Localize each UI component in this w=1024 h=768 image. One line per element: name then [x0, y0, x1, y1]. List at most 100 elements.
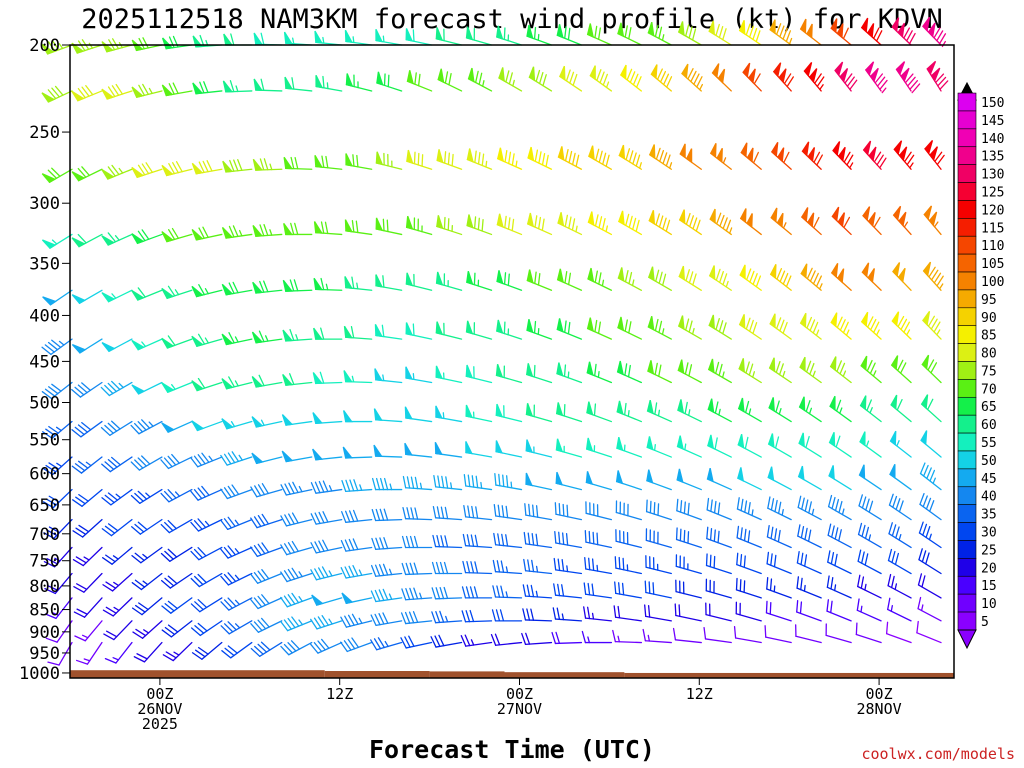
- barb-full: [625, 148, 631, 161]
- barb-full: [531, 559, 535, 573]
- wind-barb: [400, 611, 433, 625]
- barb-full: [321, 155, 325, 169]
- barb-full: [137, 164, 146, 176]
- barb-full: [658, 271, 663, 284]
- wind-barb: [771, 142, 792, 170]
- barb-full: [81, 382, 92, 391]
- barb-full: [352, 538, 359, 551]
- wind-barb: [221, 418, 253, 430]
- barb-full: [42, 467, 54, 476]
- barb-full: [227, 452, 236, 464]
- barb-half: [725, 280, 729, 288]
- barb-full: [220, 519, 229, 530]
- barb-pennant: [495, 440, 504, 454]
- barb-half: [384, 640, 389, 648]
- barb-pennant: [221, 226, 234, 239]
- wind-barb: [131, 518, 163, 535]
- barb-full: [717, 502, 721, 516]
- barb-full: [431, 611, 437, 624]
- barb-full: [752, 151, 759, 164]
- wind-barb: [41, 167, 73, 184]
- barb-half: [204, 520, 210, 527]
- barb-full: [100, 386, 111, 397]
- barb-full: [432, 505, 437, 519]
- barb-full: [402, 475, 407, 489]
- barb-full: [647, 605, 651, 618]
- wind-barb: [191, 377, 223, 392]
- credit-text: coolwx.com/models: [861, 745, 1015, 763]
- barb-full: [572, 73, 578, 87]
- barb-pennant: [375, 151, 384, 166]
- barb-full: [250, 517, 258, 529]
- barb-full: [107, 422, 118, 432]
- barb-half: [322, 36, 325, 44]
- wind-barb: [677, 399, 702, 423]
- barb-full: [598, 272, 602, 285]
- barb-full: [890, 575, 895, 589]
- wind-barb: [615, 470, 643, 491]
- barb-full: [73, 586, 85, 593]
- barb-full: [632, 217, 637, 231]
- wind-barb: [436, 149, 463, 170]
- barb-full: [906, 154, 915, 166]
- barb-pennant: [798, 432, 805, 448]
- barb-full: [44, 613, 57, 620]
- barb-pennant: [708, 314, 716, 330]
- x-tick-label: 26NOV: [137, 700, 182, 718]
- barb-full: [527, 532, 531, 546]
- wind-barb: [253, 78, 283, 92]
- barb-half: [728, 227, 733, 234]
- barb-pennant: [71, 344, 87, 354]
- barb-half: [112, 657, 120, 661]
- barb-pennant: [341, 592, 354, 605]
- barb-full: [439, 561, 445, 575]
- barb-full: [805, 400, 811, 413]
- barb-full: [806, 316, 813, 329]
- barb-half: [661, 328, 665, 336]
- barb-full: [922, 523, 928, 536]
- barb-full: [160, 459, 170, 470]
- barb-half: [896, 440, 900, 447]
- barb-full: [624, 363, 628, 376]
- barb-full: [629, 71, 636, 83]
- wind-barb: [705, 578, 732, 599]
- barb-full: [903, 27, 910, 39]
- barb-full: [652, 582, 655, 595]
- wind-barb: [707, 398, 732, 423]
- wind-barb: [586, 317, 613, 340]
- wind-barb: [827, 523, 852, 549]
- barb-pennant: [161, 422, 176, 433]
- wind-barb: [612, 629, 643, 644]
- barb-full: [864, 553, 869, 566]
- wind-barb: [523, 531, 553, 549]
- wind-barb: [282, 373, 313, 386]
- barb-half: [141, 341, 147, 348]
- barb-full: [861, 496, 867, 509]
- barb-full: [773, 554, 777, 568]
- barb-full: [254, 645, 264, 655]
- colorbar-swatch: [957, 218, 977, 237]
- wind-barb: [650, 64, 673, 92]
- wind-barb: [708, 265, 732, 291]
- barb-full: [138, 84, 146, 96]
- barb-pennant: [677, 315, 685, 331]
- wind-barb: [679, 143, 702, 170]
- barb-full: [134, 422, 144, 433]
- barb-full: [223, 623, 234, 633]
- y-tick-label: 300: [29, 194, 60, 214]
- barb-pennant: [525, 403, 534, 418]
- wind-barb: [614, 556, 643, 575]
- barb-full: [167, 575, 178, 585]
- wind-barb: [223, 33, 253, 46]
- barb-full: [448, 72, 452, 86]
- barb-full: [561, 584, 565, 597]
- barb-half: [118, 167, 124, 174]
- barb-full: [260, 641, 271, 651]
- barb-full: [435, 561, 441, 575]
- wind-barb: [616, 436, 643, 458]
- barb-full: [197, 546, 207, 557]
- wind-barb: [772, 62, 794, 92]
- wind-barb: [676, 498, 702, 521]
- barb-full: [401, 535, 407, 549]
- barb-full: [48, 386, 59, 395]
